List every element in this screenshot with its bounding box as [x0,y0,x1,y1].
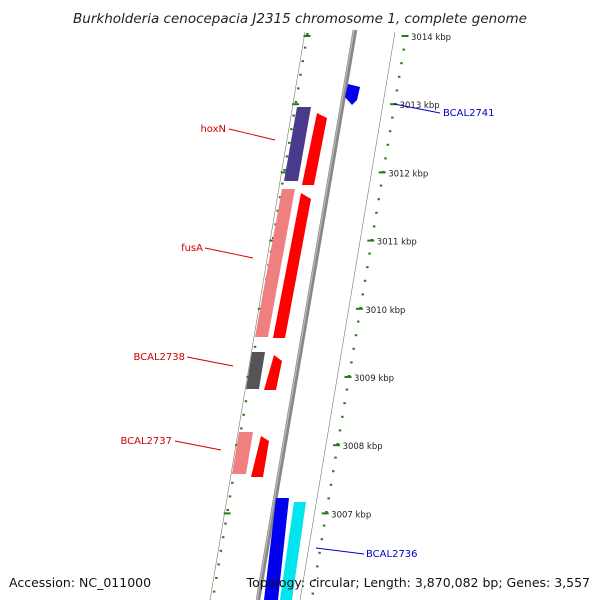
tick-label: 3012 kbp [388,169,428,179]
cog-block-BCAL2737 [232,432,253,474]
tick-label: 3007 kbp [331,510,371,520]
label-line-BCAL2736 [315,547,365,555]
track-outline-inner [209,31,306,600]
tick-label: 3010 kbp [365,306,405,316]
accession-text: Accession: NC_011000 [9,575,152,590]
tick-label: 3008 kbp [343,442,383,452]
backbone [255,29,358,600]
gene-label-BCAL2737: BCAL2737 [120,436,172,447]
tick-label: 3011 kbp [377,238,417,248]
gene-arrow-BCAL2736 [280,502,306,600]
label-line-BCAL2741 [393,103,441,114]
gene-arrow-hoxN [302,113,327,185]
cog-block-BCAL2738 [246,352,265,389]
tick-label: 3014 kbp [411,33,451,43]
topology-text: Topology: circular; Length: 3,870,082 bp… [246,575,590,590]
label-line-hoxN [228,128,276,141]
cog-block-fusA [255,189,295,337]
gene-arrow-BCAL2737 [251,436,269,477]
cog-block-BCAL2736 [264,498,289,600]
cog-block-hoxN [284,107,311,181]
tick-label: 3009 kbp [354,374,394,384]
scale-ticks: 3014 kbp 3013 kbp 3012 kbp 3011 kbp 3010 kbp… [223,33,451,520]
tick-label: 3013 kbp [400,101,440,111]
track-outline-outer [299,31,396,600]
gene-arrow-BCAL2738 [264,355,282,390]
gene-label-fusA: fusA [181,243,203,254]
label-line-fusA [204,247,254,259]
label-line-BCAL2737 [174,440,222,451]
gene-label-BCAL2736: BCAL2736 [366,549,418,560]
gene-label-hoxN: hoxN [200,124,226,135]
label-line-BCAL2738 [186,356,234,367]
gene-arrow-BCAL2741 [345,84,360,105]
gene-label-BCAL2738: BCAL2738 [133,352,185,363]
gene-arrow-fusA [273,193,311,338]
backbone-highlight [256,29,355,600]
map-title: Burkholderia cenocepacia J2315 chromosom… [73,11,527,27]
gene-label-BCAL2741: BCAL2741 [443,108,495,119]
